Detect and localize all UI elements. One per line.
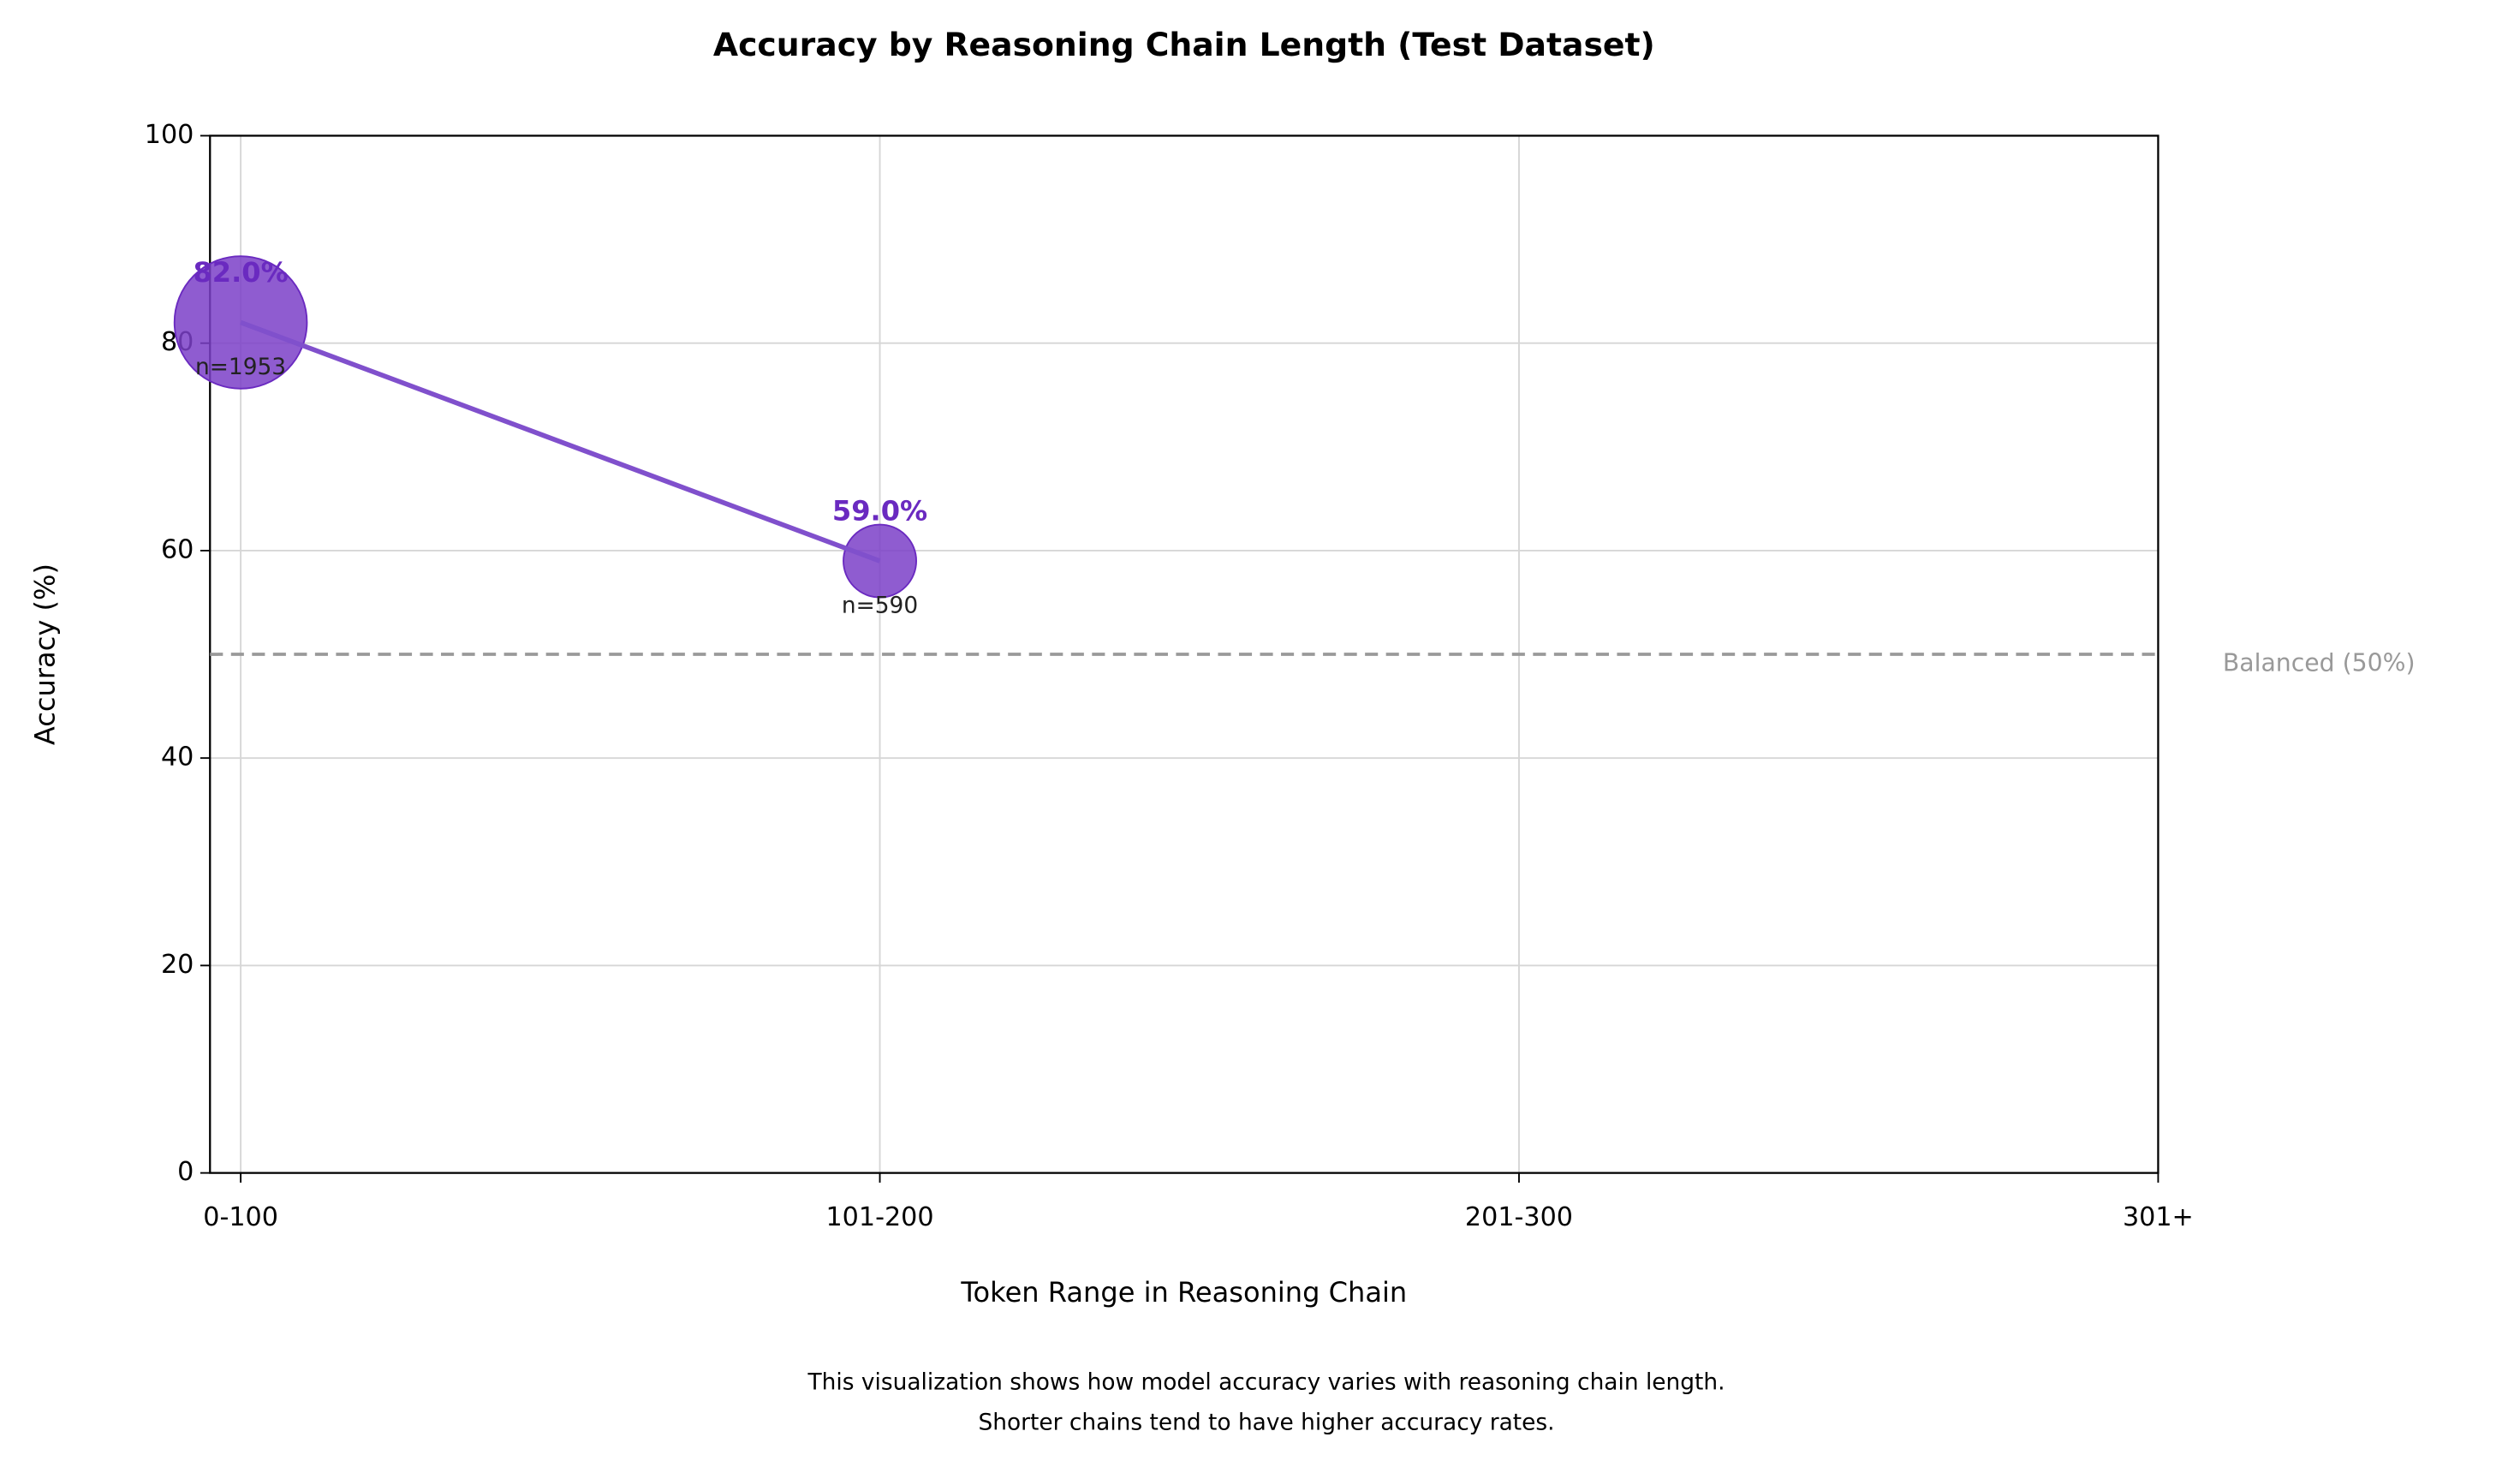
y-tick-label: 20: [161, 950, 194, 980]
chart-title: Accuracy by Reasoning Chain Length (Test…: [713, 26, 1655, 63]
size-label: n=1953: [195, 354, 286, 380]
y-tick-label: 0: [177, 1157, 194, 1187]
x-axis-label: Token Range in Reasoning Chain: [960, 1276, 1407, 1309]
line: [240, 319, 881, 564]
y-tick-label: 40: [161, 742, 194, 772]
x-tick-label: 101-200: [825, 1202, 933, 1232]
x-tick-label: 0-100: [203, 1202, 278, 1232]
y-tick-label: 60: [161, 534, 194, 564]
value-label: 59.0%: [832, 494, 927, 527]
x-tick-label: 301+: [2123, 1202, 2194, 1232]
y-axis-label: Accuracy (%): [29, 564, 62, 745]
caption: This visualization shows how model accur…: [807, 1369, 1725, 1395]
reference-label: Balanced (50%): [2223, 648, 2416, 677]
size-label: n=590: [842, 592, 918, 618]
y-tick-label: 100: [145, 120, 194, 150]
value-label: 82.0%: [193, 256, 288, 289]
x-tick-label: 201-300: [1465, 1202, 1573, 1232]
caption: Shorter chains tend to have higher accur…: [979, 1410, 1555, 1436]
